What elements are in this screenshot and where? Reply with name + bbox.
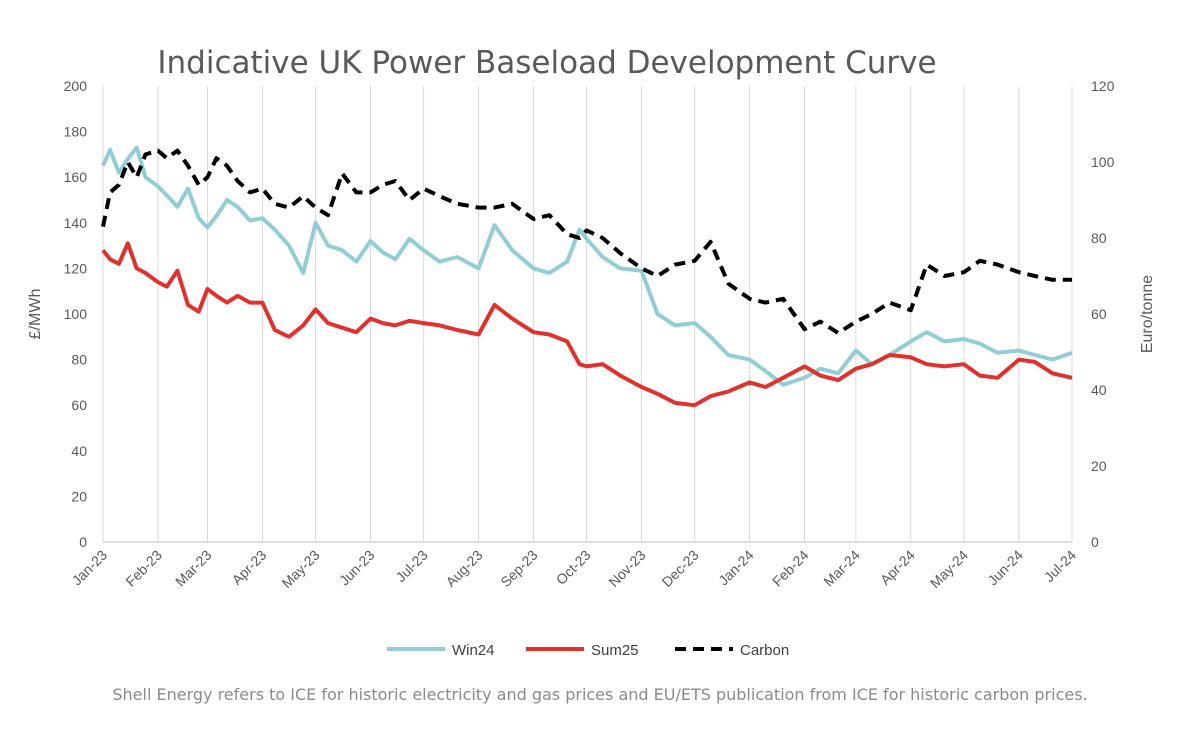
y2-tick-label: 80 [1091,230,1107,246]
x-tick-label: Feb-24 [769,547,812,590]
legend-label-sum25: Sum25 [591,642,639,659]
left-axis-ticks: 0 20 40 60 80 100 120 140 160 180 200 [64,78,88,550]
y-tick-label: 100 [64,306,88,322]
y2-tick-label: 60 [1091,306,1107,322]
x-tick-label: Jun-23 [336,547,378,589]
y-tick-label: 80 [71,352,87,368]
footnote: Shell Energy refers to ICE for historic … [112,685,1088,704]
y-axis-label: £/MWh [27,289,44,340]
x-tick-label: Nov-23 [605,547,648,590]
y2-tick-label: 100 [1091,154,1115,170]
y2-tick-label: 0 [1091,534,1099,550]
y-tick-label: 180 [64,124,88,140]
x-tick-label: Apr-23 [229,547,270,588]
series-line-sum25 [101,241,1073,408]
y-tick-label: 160 [64,169,88,185]
y-tick-label: 40 [71,443,87,459]
x-tick-label: May-23 [278,547,322,591]
x-tick-label: Jan-23 [69,547,111,589]
legend-label-carbon: Carbon [740,642,789,659]
x-tick-label: Aug-23 [442,547,485,590]
x-tick-label: Feb-23 [122,547,165,590]
series-layer [101,145,1073,408]
y2-tick-label: 20 [1091,458,1107,474]
grid-lines [102,86,1073,543]
x-tick-label: Jul-24 [1041,547,1079,585]
chart-canvas: Indicative UK Power Baseload Development… [27,45,1156,659]
y-tick-label: 140 [64,215,88,231]
series-line-carbon [101,148,1072,335]
legend-label-win24: Win24 [452,642,495,659]
x-tick-label: May-24 [927,547,971,591]
x-tick-label: Jul-23 [392,547,430,585]
y-tick-label: 200 [64,78,88,94]
x-tick-label: Apr-24 [877,547,918,588]
y-tick-label: 120 [64,260,88,276]
x-tick-label: Jun-24 [984,547,1026,589]
y2-tick-label: 120 [1091,78,1115,94]
x-tick-label: Jan-24 [715,547,757,589]
x-tick-label: Mar-23 [172,547,215,590]
y-tick-label: 0 [79,534,87,550]
legend: Win24 Sum25 Carbon [387,642,789,659]
x-tick-label: Mar-24 [820,547,863,590]
x-tick-label: Sep-23 [497,547,540,590]
series-line-win24 [101,145,1073,387]
x-tick-label: Oct-23 [553,547,594,588]
y-tick-label: 20 [71,488,87,504]
y2-axis-label: Euro/tonne [1139,275,1156,353]
right-axis-ticks: 0 20 40 60 80 100 120 [1091,78,1115,550]
chart-title: Indicative UK Power Baseload Development… [157,45,936,81]
x-tick-label: Dec-23 [659,547,702,590]
y2-tick-label: 40 [1091,382,1107,398]
y-tick-label: 60 [71,397,87,413]
x-axis-ticks: Jan-23 Feb-23 Mar-23 Apr-23 May-23 Jun-23 Jul-… [69,547,1080,591]
